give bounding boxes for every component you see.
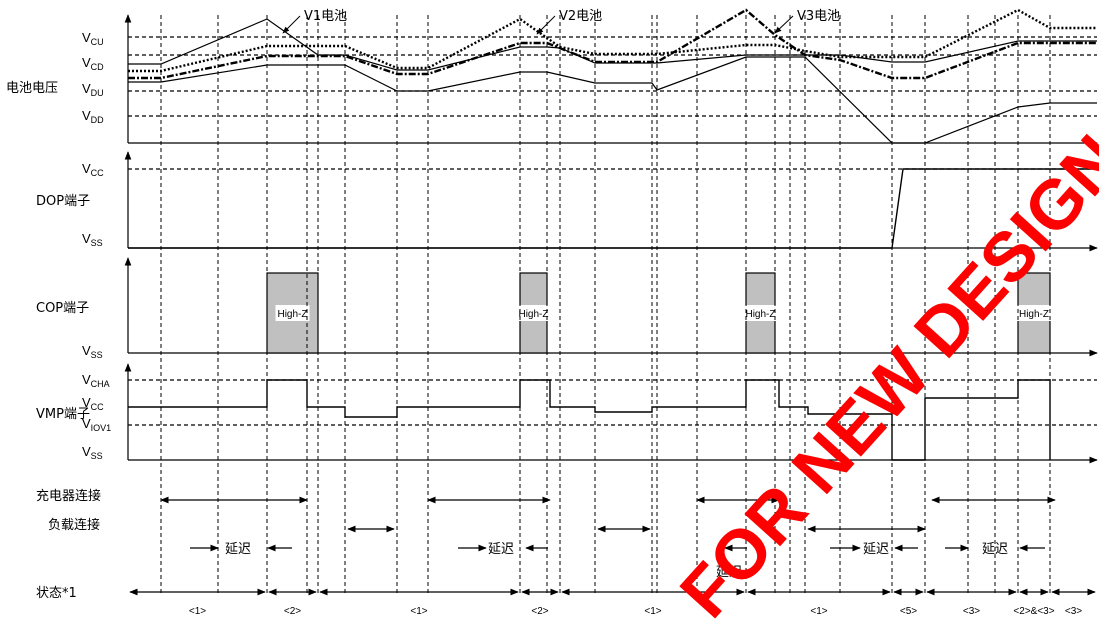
state-value: <3>: [1065, 606, 1082, 617]
high-z-label-bg: [1017, 305, 1051, 321]
dop-trace: [128, 168, 1097, 249]
high-z-label: High-Z: [745, 309, 775, 320]
vcd-label: VCD: [82, 55, 104, 72]
dop-panel: DOP端子 VCC VSS: [36, 151, 1098, 252]
state-value: <1>: [410, 606, 427, 617]
vmp-label: VMP端子: [36, 407, 90, 422]
high-z-label: High-Z: [518, 309, 548, 320]
delay-label-3: 延迟: [716, 565, 742, 580]
state-value: <2>&<3>: [1013, 606, 1054, 617]
state-label: 状态*1: [36, 586, 77, 601]
state-value: <1>: [644, 606, 661, 617]
connection-section: 充电器连接 负载连接 延迟 延迟 延迟 延迟 延迟: [36, 488, 1056, 580]
vcha-label: VCHA: [82, 372, 110, 389]
high-z-label-bg: [275, 305, 310, 321]
cop-panel: High-Z High-Z High-Z High-Z COP端子 VSS: [36, 257, 1098, 360]
state-value: <1>: [810, 606, 827, 617]
vdu-label: VDU: [82, 81, 104, 98]
high-z-label: High-Z: [1019, 309, 1049, 320]
cop-label: COP端子: [36, 301, 89, 316]
viov1-label: VIOV1: [82, 416, 111, 433]
v2-battery-trace: [128, 8, 1097, 73]
dop-vss-label: VSS: [82, 231, 103, 248]
state-value: <5>: [900, 606, 917, 617]
state-value: <2>: [531, 606, 548, 617]
state-value: <1>: [189, 606, 206, 617]
state-value: <2>: [284, 606, 301, 617]
vdd-label: VDD: [82, 108, 104, 125]
dop-vcc-label: VCC: [82, 161, 104, 178]
battery-voltage-label: 电池电压: [6, 81, 58, 96]
state-row: 状态*1 <1> <2> <1> <2> <1> <1> <5> <3> <2>&<3> <3>: [36, 586, 1096, 617]
vcu-label: VCU: [82, 30, 104, 47]
delay-label-1: 延迟: [225, 542, 251, 557]
state-value: <3>: [963, 606, 980, 617]
delay-label-4: 延迟: [863, 542, 889, 557]
delay-label-2: 延迟: [488, 542, 514, 557]
v2-callout-line: [536, 15, 556, 35]
v3-callout: V3电池: [797, 9, 840, 24]
vmp-vss-label: VSS: [82, 444, 103, 461]
high-z-label-bg: [516, 305, 551, 321]
dop-label: DOP端子: [36, 194, 90, 209]
battery-voltage-panel: V1电池 V2电池 V3电池 电池电压 VCU VCD VDU VDD: [6, 8, 1098, 147]
v2-callout: V2电池: [559, 9, 602, 24]
cop-vss-label: VSS: [82, 343, 103, 360]
high-z-label: High-Z: [277, 309, 307, 320]
load-connection-label: 负载连接: [48, 517, 100, 533]
charger-connection-label: 充电器连接: [36, 488, 101, 504]
v1-callout: V1电池: [304, 9, 347, 24]
cell4-trace: [128, 56, 1097, 144]
delay-label-5: 延迟: [982, 542, 1008, 557]
v1-callout-line: [282, 15, 301, 34]
vmp-vcc-label: VCC: [82, 395, 104, 412]
high-z-label-bg: [743, 305, 778, 321]
v3-battery-trace: [128, 8, 1097, 80]
